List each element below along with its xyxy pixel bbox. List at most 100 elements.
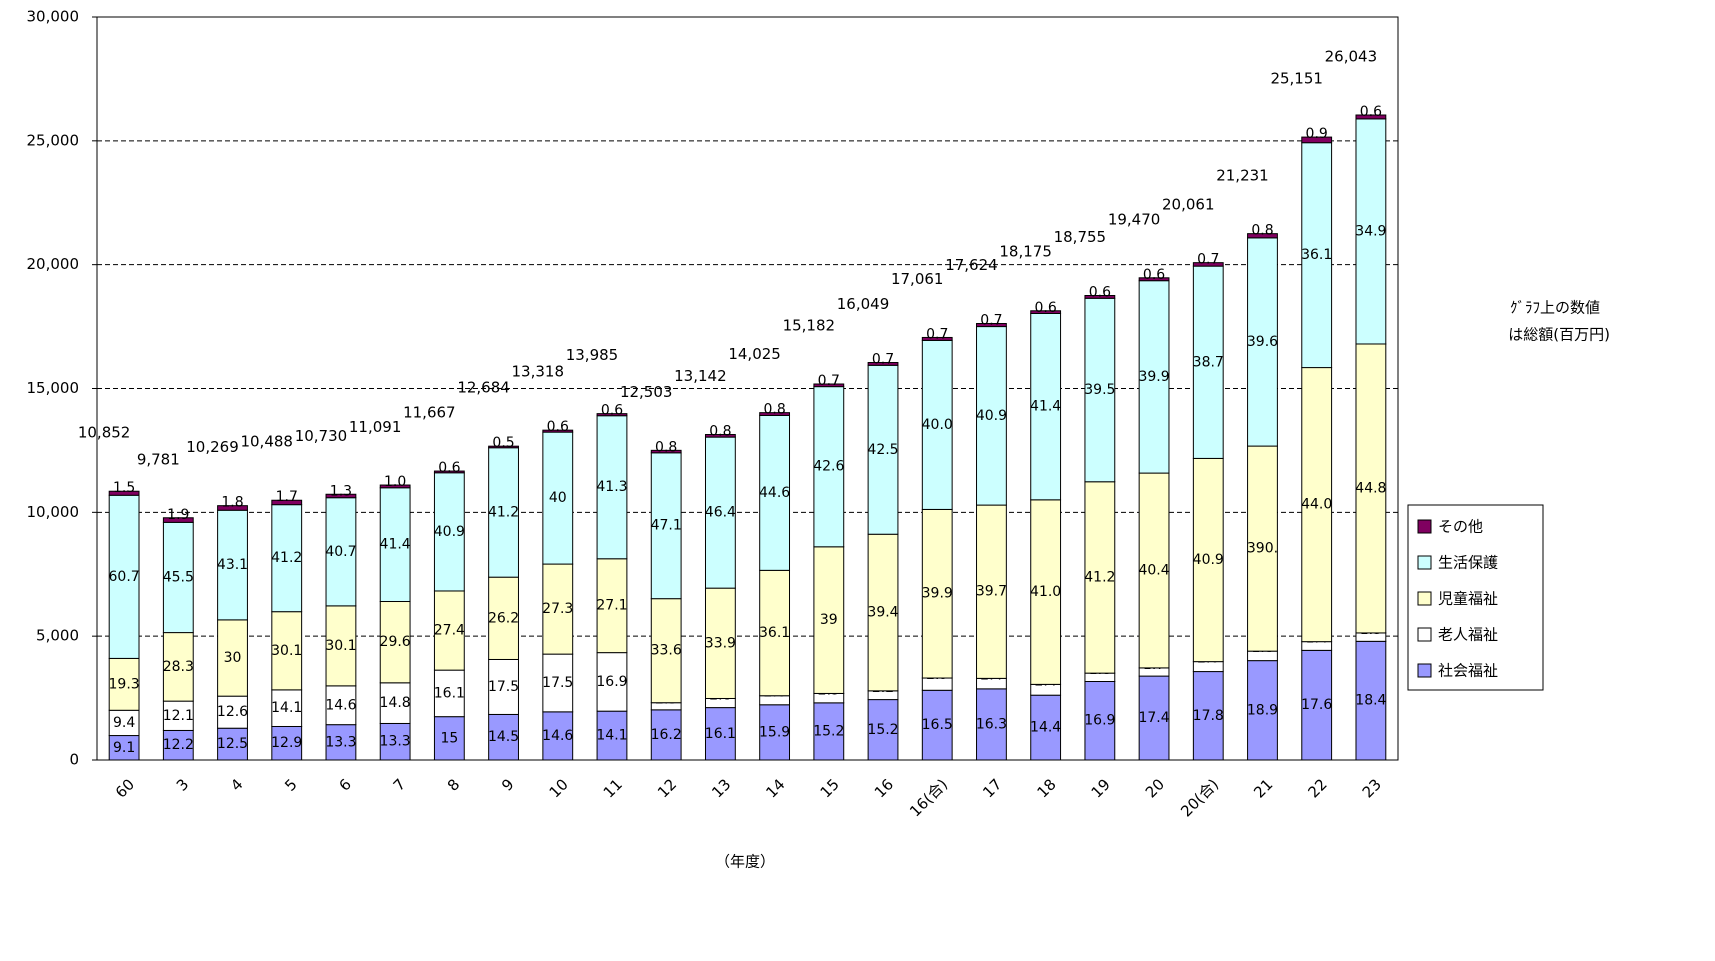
data-label: 40.0 [922,417,953,433]
data-label: 14.6 [542,728,573,744]
data-label: 30 [224,650,242,666]
bar-segment [271,611,303,691]
legend-swatch [1417,663,1432,678]
bar-segment [271,725,303,761]
data-label: 15.2 [867,722,898,738]
data-label: 1.3 [330,483,352,499]
total-label: 10,730 [295,427,348,445]
data-label: 40.4 [1138,562,1169,578]
data-label: 14.4 [1030,720,1061,736]
data-label: 41.3 [596,479,627,495]
data-label: 36.1 [759,625,790,641]
bar-segment [976,323,1007,328]
bar-segment [596,413,628,417]
total-label: 18,175 [999,242,1052,260]
bar-segment [379,682,411,724]
data-label: 16.9 [1084,713,1115,729]
bar-segment [813,383,845,388]
data-label: 33.6 [651,643,682,659]
legend-swatch [1417,555,1432,570]
bar-segment [325,493,357,499]
data-label: 40.7 [325,544,356,560]
data-label: 14.1 [271,700,302,716]
data-label: 16.3 [976,716,1007,732]
total-label: 9,781 [137,450,180,468]
x-tick-label: 10 [546,775,572,801]
data-label: 44.8 [1355,480,1386,496]
x-tick-label: 60 [112,775,138,801]
bar-segment [1138,277,1170,282]
x-tick-label: 19 [1088,775,1114,801]
bar-segment [1247,233,1278,239]
legend-label: 生活保護 [1438,554,1498,572]
legend-label: その他 [1438,518,1483,536]
bar-segment [1192,457,1224,663]
data-label: 12.1 [163,708,194,724]
bar-segment [704,434,736,438]
data-label: 44.6 [759,485,790,501]
data-label: 17.4 [1138,710,1169,726]
bar-segment [1030,499,1062,685]
bar-segment [759,412,791,416]
bar-segment [1355,640,1387,761]
data-label: 12.6 [217,704,248,720]
data-label: 0.6 [1089,285,1111,301]
total-label: 13,985 [566,346,619,364]
x-tick-label: 15 [817,775,843,801]
bar-segment [433,669,465,718]
bar-segment [759,414,791,571]
x-tick-label: 16 [871,775,897,801]
data-label: 41.4 [380,537,411,553]
x-tick-label: 18 [1033,775,1059,801]
bar-segment [379,722,411,761]
bar-segment [1030,312,1062,501]
data-label: 41.4 [1030,399,1061,415]
bar-segment [325,724,357,761]
y-tick-label: 25,000 [27,131,80,149]
x-tick-label: 21 [1250,775,1276,801]
note: ｸﾞﾗﾌ上の数値 [1510,299,1600,317]
data-label: 9.4 [113,715,135,731]
x-tick-label: 6 [335,775,354,794]
bar-segment [325,497,357,607]
data-label: 0.6 [438,460,460,476]
data-label: 29.6 [380,634,411,650]
data-label: 14.6 [325,697,356,713]
bar-segment [488,658,519,715]
data-label: 1.8 [221,495,243,511]
data-label: 1.0 [384,474,406,490]
bar-segment [813,702,845,761]
bar-segment [271,504,303,613]
bar-segment [1084,295,1116,299]
data-label: 0.8 [709,424,731,440]
bar-segment [1247,237,1278,447]
bar-segment [271,689,303,727]
legend-swatch [1417,519,1432,534]
total-label: 19,470 [1108,210,1161,228]
data-label: 16.1 [434,685,465,701]
data-label: 12.9 [271,735,302,751]
bar-segment [217,727,248,761]
bar-segment [921,339,953,510]
bar-segment [488,445,519,449]
data-label: 39.9 [922,586,953,602]
bar-segment [921,336,953,341]
data-label: 17.8 [1193,708,1224,724]
x-tick-label: 22 [1304,775,1330,801]
bar-segment [976,326,1007,506]
y-tick-label: 30,000 [27,8,80,26]
bar-segment [1355,114,1387,120]
data-label: 34.9 [1355,223,1386,239]
data-label: 14.8 [380,695,411,711]
x-tick-label: 13 [708,775,734,801]
data-label: 0.6 [601,403,623,419]
bar-segment [1301,367,1333,643]
data-label: 0.7 [1197,252,1219,268]
bar-segment [162,632,194,702]
total-label: 14,025 [728,345,781,363]
x-tick-label: 12 [654,775,680,801]
legend-swatch [1417,591,1432,606]
bar-segment [325,605,357,687]
total-label: 17,624 [945,256,998,274]
